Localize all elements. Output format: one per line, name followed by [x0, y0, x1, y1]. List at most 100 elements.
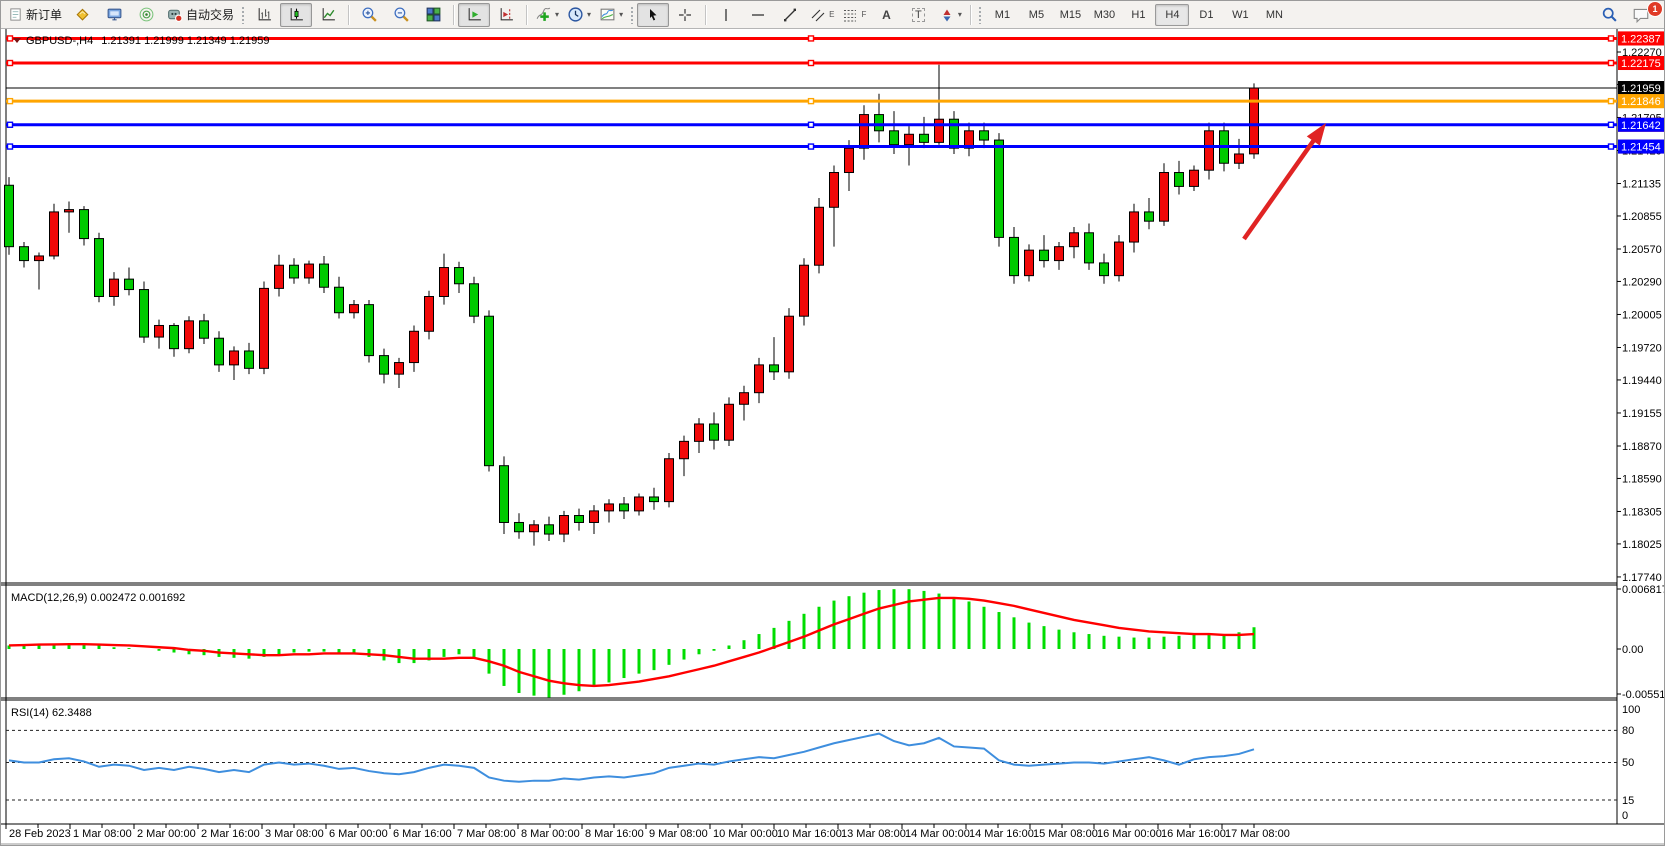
line-handle[interactable] [1607, 59, 1615, 67]
price-tick-label: 1.18590 [1622, 473, 1662, 485]
horizontal-line-tool-button[interactable] [742, 3, 774, 27]
horizontal-line-1.21454[interactable] [6, 143, 1617, 150]
tab-timeframe-w1[interactable]: W1 [1232, 8, 1249, 21]
new-order-button[interactable]: 新订单 [4, 3, 66, 27]
line-handle[interactable] [807, 35, 815, 42]
time-tick-label: 7 Mar 08:00 [457, 828, 516, 840]
line-handle[interactable] [1607, 97, 1615, 105]
line-handle[interactable] [1607, 143, 1615, 150]
candle-body [94, 238, 104, 298]
candle-body [664, 458, 674, 503]
candle-body [544, 524, 554, 535]
tab-timeframe-m1[interactable]: M1 [994, 8, 1011, 21]
zoom-out-button[interactable] [385, 3, 417, 27]
tab-timeframe-h4[interactable]: H4 [1155, 3, 1190, 26]
text-label-tool-button[interactable]: T [902, 3, 934, 27]
toolbar-grip[interactable] [630, 5, 635, 24]
tile-windows-button[interactable] [417, 3, 449, 27]
symbol-marker-icon[interactable] [13, 38, 21, 43]
auto-scroll-button[interactable] [458, 2, 491, 27]
zoom-out-icon [394, 7, 409, 22]
tab-timeframe-h1[interactable]: H1 [1131, 8, 1146, 21]
quotes-button[interactable] [66, 3, 98, 27]
line-handle[interactable] [807, 97, 815, 105]
search-button[interactable] [1593, 3, 1625, 27]
candlestick-chart-type-button[interactable] [280, 2, 313, 27]
tab-timeframe-m15[interactable]: M15 [1059, 8, 1082, 21]
auto-trading-button[interactable]: 自动交易 [162, 3, 238, 27]
candle-body [484, 315, 494, 467]
time-tick-label: 2 Mar 00:00 [137, 828, 196, 840]
horizontal-line-1.21642[interactable] [6, 121, 1617, 128]
tab-timeframe-d1[interactable]: D1 [1199, 8, 1214, 21]
candle-body [589, 510, 599, 523]
trendline-tool-button[interactable] [774, 3, 806, 27]
text-a-icon: A [882, 7, 891, 22]
tab-timeframe-m5[interactable]: M5 [1028, 8, 1045, 21]
fibonacci-tool-button[interactable]: F [838, 3, 870, 27]
price-tick-label: 1.20005 [1622, 309, 1662, 321]
horizontal-line-1.21846[interactable] [6, 97, 1617, 105]
tab-timeframe-mn[interactable]: MN [1265, 8, 1283, 21]
trendline-icon [784, 8, 797, 21]
price-tick-label: 1.18025 [1622, 539, 1662, 551]
line-handle[interactable] [6, 97, 14, 105]
community-button[interactable] [98, 3, 130, 27]
periods-button[interactable]: ▾ [563, 3, 595, 27]
price-tick-label: 1.20855 [1622, 211, 1662, 223]
time-tick-label: 3 Mar 08:00 [265, 828, 324, 840]
line-handle[interactable] [807, 121, 815, 128]
line-handle[interactable] [6, 35, 14, 42]
line-handle[interactable] [6, 121, 14, 128]
candle-body [739, 392, 749, 405]
text-tool-button[interactable]: A [870, 3, 902, 27]
crosshair-button[interactable] [669, 3, 701, 27]
line-handle[interactable] [6, 143, 14, 150]
chat-button[interactable]: 1 [1625, 1, 1663, 27]
templates-button[interactable]: ▾ [595, 3, 627, 27]
toolbar-grip[interactable] [241, 5, 246, 24]
candle-body [649, 496, 659, 503]
horizontal-line-1.22387[interactable] [6, 35, 1617, 42]
candle-body [874, 114, 884, 132]
toolbar-grip[interactable] [978, 5, 983, 24]
price-chart[interactable]: 1.222701.219901.217051.214201.211351.208… [1, 29, 1665, 846]
zoom-in-button[interactable] [353, 3, 385, 27]
trend-arrow-annotation[interactable] [1242, 123, 1326, 241]
line-handle[interactable] [1607, 121, 1615, 128]
line-chart-type-button[interactable] [312, 3, 344, 27]
bar-chart-icon [258, 8, 271, 21]
line-handle[interactable] [6, 59, 14, 67]
candle-body [154, 324, 164, 338]
candle-body [379, 355, 389, 375]
indicators-button[interactable]: ▾ [531, 3, 563, 27]
time-tick-label: 16 Mar 00:00 [1097, 828, 1162, 840]
rsi-axis-label: 50 [1622, 757, 1634, 769]
arrows-tool-button[interactable]: ▾ [934, 3, 966, 27]
vertical-line-tool-button[interactable] [710, 3, 742, 27]
new-order-icon [10, 8, 21, 21]
time-axis[interactable]: 28 Feb 2023 1 Mar 08:00 2 Mar 00:00 2 Mar 1… [5, 824, 1290, 840]
gold-diamond-icon [76, 8, 89, 21]
line-handle[interactable] [1607, 35, 1615, 42]
candle-body [124, 278, 134, 291]
horizontal-line-1.22175[interactable] [6, 59, 1617, 67]
chart-shift-button[interactable] [490, 3, 522, 27]
candle-body [1024, 249, 1034, 277]
channel-tool-button[interactable]: E [806, 3, 838, 27]
main-toolbar: 新订单 自动交易 [1, 1, 1664, 29]
signals-button[interactable] [130, 3, 162, 27]
candle-body [274, 264, 284, 289]
candle-body [1099, 262, 1109, 277]
chevron-down-icon: ▾ [587, 9, 592, 19]
line-handle[interactable] [807, 143, 815, 150]
line-handle[interactable] [807, 59, 815, 67]
text-label-icon: T [912, 7, 925, 22]
candle-body [964, 130, 974, 149]
vertical-line-icon [725, 8, 727, 21]
candle-body [454, 267, 464, 285]
tab-timeframe-m30[interactable]: M30 [1093, 8, 1116, 21]
bar-chart-type-button[interactable] [248, 3, 280, 27]
cursor-button[interactable] [637, 2, 670, 27]
candlestick-chart-icon [290, 8, 303, 21]
